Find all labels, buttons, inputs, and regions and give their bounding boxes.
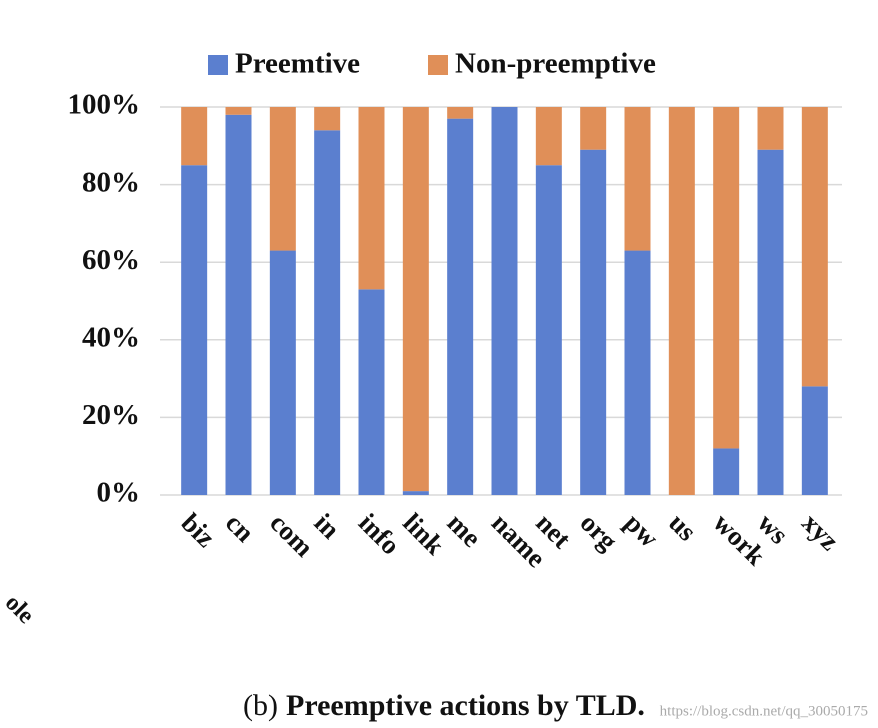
x-tick-label: link [397, 507, 450, 560]
bar-segment [402, 107, 429, 492]
bar-segment [801, 386, 828, 495]
bar-segment [713, 448, 740, 495]
x-tick-label: com [264, 507, 319, 562]
bar-segment [757, 149, 784, 495]
bar-segment [314, 107, 341, 131]
legend-swatch [428, 55, 448, 75]
bar-segment [358, 107, 385, 290]
x-tick-label: info [353, 507, 406, 560]
legend-swatch [208, 55, 228, 75]
caption-label: (b) [243, 689, 278, 722]
bar-segment [580, 107, 607, 150]
x-tick-label: us [663, 507, 702, 546]
y-tick-label: 40% [82, 321, 140, 353]
bar-segment [269, 250, 296, 495]
bar-segment [225, 107, 252, 115]
x-tick-label: me [442, 507, 488, 553]
y-tick-label: 60% [82, 244, 140, 276]
watermark: https://blog.csdn.net/qq_30050175 [660, 703, 868, 719]
bar-segment [624, 107, 651, 251]
chart-title: Preemptive actions by TLD. [286, 689, 645, 722]
y-tick-label: 20% [82, 399, 140, 431]
bar-segment [314, 130, 341, 495]
x-tick-label: cn [220, 507, 260, 547]
legend-label: Non-preemptive [455, 48, 656, 80]
y-tick-label: 80% [82, 166, 140, 198]
y-tick-label: 0% [97, 477, 141, 509]
x-tick-label: org [575, 507, 624, 556]
y-tick-label: 100% [68, 89, 141, 121]
x-tick-label: biz [176, 507, 222, 553]
bar-segment [535, 107, 562, 166]
bar-segment [624, 250, 651, 495]
legend-label: Preemtive [235, 48, 360, 80]
bar-segment [580, 149, 607, 495]
bar-segment [181, 107, 208, 166]
bar-segment [491, 107, 518, 495]
bar-segment [757, 107, 784, 150]
x-tick-label: pw [619, 507, 665, 553]
bar-segment [801, 107, 828, 387]
bar-segment [181, 165, 208, 495]
side-text: ole [0, 590, 39, 629]
bar-segment [668, 107, 695, 495]
x-tick-label: work [708, 507, 772, 571]
bar-segment [402, 491, 429, 495]
bar-segment [225, 114, 252, 495]
x-tick-label: xyz [796, 507, 845, 556]
bar-segment [713, 107, 740, 449]
bar-segment [447, 107, 474, 119]
bar-segment [535, 165, 562, 495]
bar-segment [447, 118, 474, 495]
bar-segment [358, 289, 385, 495]
bar-segment [269, 107, 296, 251]
